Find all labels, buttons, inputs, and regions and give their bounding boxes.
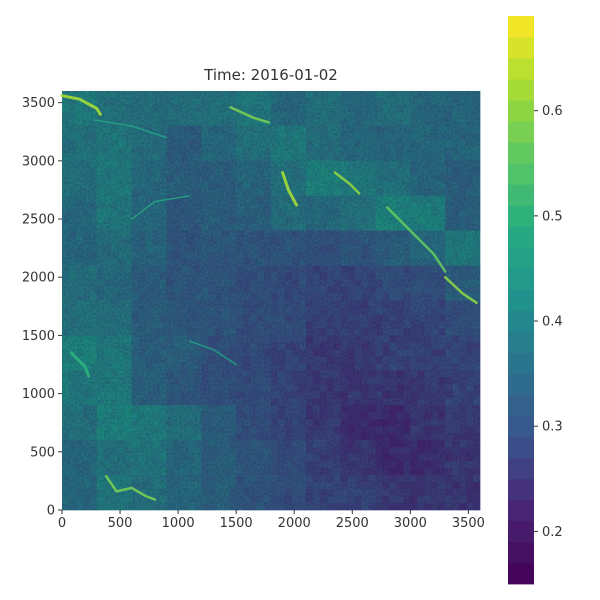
chart-title: Time: 2016-01-02	[203, 66, 338, 84]
x-tick-label: 3500	[452, 516, 485, 531]
y-tick-label: 3500	[22, 96, 55, 111]
colorbar-segment	[508, 289, 534, 311]
river-feature	[188, 340, 237, 366]
x-tick-label: 500	[108, 516, 133, 531]
colorbar-segment	[508, 457, 534, 480]
colorbar-segment	[508, 184, 534, 206]
colorbar-segment	[508, 247, 534, 269]
river-feature	[333, 171, 361, 195]
x-tick-label: 2500	[336, 516, 369, 531]
colorbar-segment	[508, 478, 534, 501]
colorbar-tick-label: 0.2	[542, 525, 563, 540]
colorbar-tick-label: 0.3	[542, 420, 563, 435]
river-feature	[104, 474, 157, 501]
colorbar-segment	[508, 562, 534, 585]
y-tick-label: 0	[47, 504, 55, 519]
feature-overlay	[60, 94, 478, 501]
colorbar-segment	[508, 415, 534, 438]
colorbar-tick-label: 0.6	[542, 104, 563, 119]
colorbar-segment	[508, 205, 534, 227]
colorbar-segment	[508, 541, 534, 564]
colorbar-segment	[508, 100, 534, 122]
texture-overlay	[62, 91, 480, 510]
colorbar-axis: 0.2 0.3 0.4 0.5 0.6	[534, 104, 563, 540]
colorbar-segment	[508, 436, 534, 459]
colorbar-segment	[508, 79, 534, 101]
river-feature	[229, 106, 270, 124]
y-tick-label: 3000	[22, 154, 55, 169]
x-tick-label: 2000	[278, 516, 311, 531]
colorbar	[508, 16, 534, 585]
x-tick-label: 0	[58, 516, 66, 531]
x-tick-label: 1500	[220, 516, 253, 531]
colorbar-segment	[508, 352, 534, 375]
colorbar-segment	[508, 163, 534, 185]
y-axis: 0 500 1000 1500 2000 2500 3000 3500	[22, 96, 62, 519]
river-feature	[131, 195, 191, 220]
colorbar-segment	[508, 331, 534, 353]
colorbar-segment	[508, 226, 534, 248]
y-tick-label: 2000	[22, 271, 55, 286]
colorbar-segment	[508, 142, 534, 164]
colorbar-segment	[508, 121, 534, 143]
river-feature	[60, 94, 102, 116]
colorbar-tick-label: 0.4	[542, 315, 563, 330]
y-tick-label: 1500	[22, 329, 55, 344]
colorbar-segment	[508, 499, 534, 522]
colorbar-segment	[508, 16, 534, 38]
river-feature	[69, 351, 91, 378]
colorbar-segment	[508, 373, 534, 396]
colorbar-segment	[508, 310, 534, 332]
colorbar-tick-label: 0.5	[542, 209, 563, 224]
river-feature	[443, 275, 478, 305]
x-tick-label: 1000	[162, 516, 195, 531]
colorbar-segment	[508, 58, 534, 80]
river-feature	[281, 171, 298, 207]
y-tick-label: 500	[30, 445, 55, 460]
y-tick-label: 2500	[22, 213, 55, 228]
river-feature	[93, 119, 168, 139]
colorbar-segment	[508, 37, 534, 59]
colorbar-segment	[508, 520, 534, 543]
colorbar-segment	[508, 268, 534, 290]
river-feature	[385, 206, 447, 273]
x-axis: 0 500 1000 1500 2000 2500 3000 3500	[58, 510, 485, 531]
colorbar-segment	[508, 394, 534, 417]
y-tick-label: 1000	[22, 387, 55, 402]
x-tick-label: 3000	[394, 516, 427, 531]
